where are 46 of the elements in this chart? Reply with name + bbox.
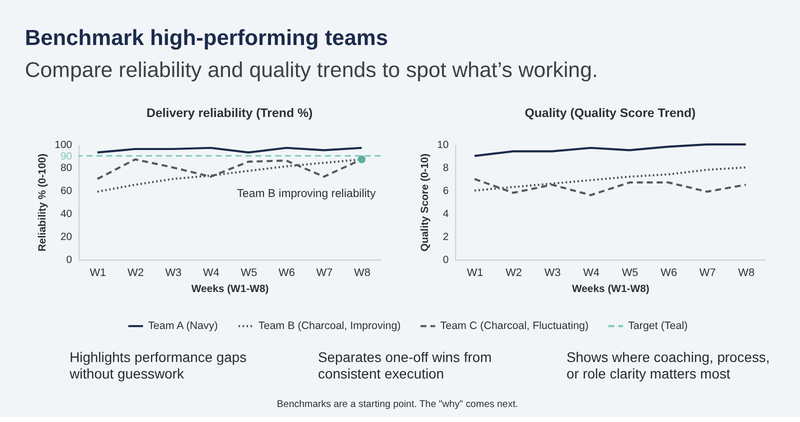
y-tick-label: 20 xyxy=(60,232,72,244)
y-tick-label: 2 xyxy=(442,232,449,244)
x-tick-label: W3 xyxy=(544,267,561,280)
text: Benchmarks are a starting point. The "why" comes next. xyxy=(276,398,518,410)
chart-title: Delivery reliability (Trend %) xyxy=(146,106,313,120)
y-tick-label: 60 xyxy=(60,186,72,197)
x-tick-label: W7 xyxy=(699,267,716,280)
legend-label: Team C (Charcoal, Fluctuating) xyxy=(440,320,589,332)
y-tick-label: 0 xyxy=(442,255,449,266)
y-tick-label: 100 xyxy=(54,140,72,151)
x-tick-label: W8 xyxy=(738,267,755,280)
legend-label: Target (Teal) xyxy=(628,320,688,332)
annotation: Team B improving reliability xyxy=(236,188,376,200)
text: Highlights performance gaps without guesswork xyxy=(68,349,247,382)
x-tick-label: W8 xyxy=(354,267,370,280)
x-tick-label: W4 xyxy=(583,267,600,280)
x-tick-label: W7 xyxy=(316,267,333,280)
x-tick-label: W4 xyxy=(202,267,220,280)
x-axis-title: Weeks (W1-W8) xyxy=(191,284,269,295)
chart-title: Quality (Quality Score Trend) xyxy=(524,106,696,120)
x-tick-label: W1 xyxy=(90,267,106,280)
y-tick-label: 90 xyxy=(60,151,72,162)
text: Separates one-off wins from consistent execution xyxy=(318,349,492,382)
legend-label: Team A (Navy) xyxy=(148,320,218,332)
y-tick-label: 6 xyxy=(442,186,449,197)
text: Benchmark high-performing teams xyxy=(24,25,388,50)
y-tick-label: 8 xyxy=(442,162,449,174)
y-axis-title: Reliability % (0-100) xyxy=(38,154,49,252)
x-tick-label: W6 xyxy=(660,267,678,280)
x-tick-label: W6 xyxy=(278,267,295,280)
x-tick-label: W2 xyxy=(506,267,522,280)
x-tick-label: W3 xyxy=(165,267,182,280)
y-axis-title: Quality Score (0-10) xyxy=(420,154,432,252)
text: Compare reliability and quality trends to spot what’s working. xyxy=(24,58,598,82)
legend-label: Team B (Charcoal, Improving) xyxy=(258,320,401,332)
y-tick-label: 40 xyxy=(60,209,72,220)
x-axis-title: Weeks (W1-W8) xyxy=(572,284,650,295)
x-tick-label: W5 xyxy=(622,267,638,280)
x-tick-label: W5 xyxy=(240,267,258,280)
y-tick-label: 10 xyxy=(437,140,449,151)
y-tick-label: 80 xyxy=(60,162,72,174)
x-tick-label: W1 xyxy=(466,267,484,280)
y-tick-label: 0 xyxy=(66,255,72,266)
x-tick-label: W2 xyxy=(127,267,144,280)
text: Shows where coaching, process, or role clarity matters most xyxy=(566,349,770,382)
y-tick-label: 4 xyxy=(442,209,449,220)
